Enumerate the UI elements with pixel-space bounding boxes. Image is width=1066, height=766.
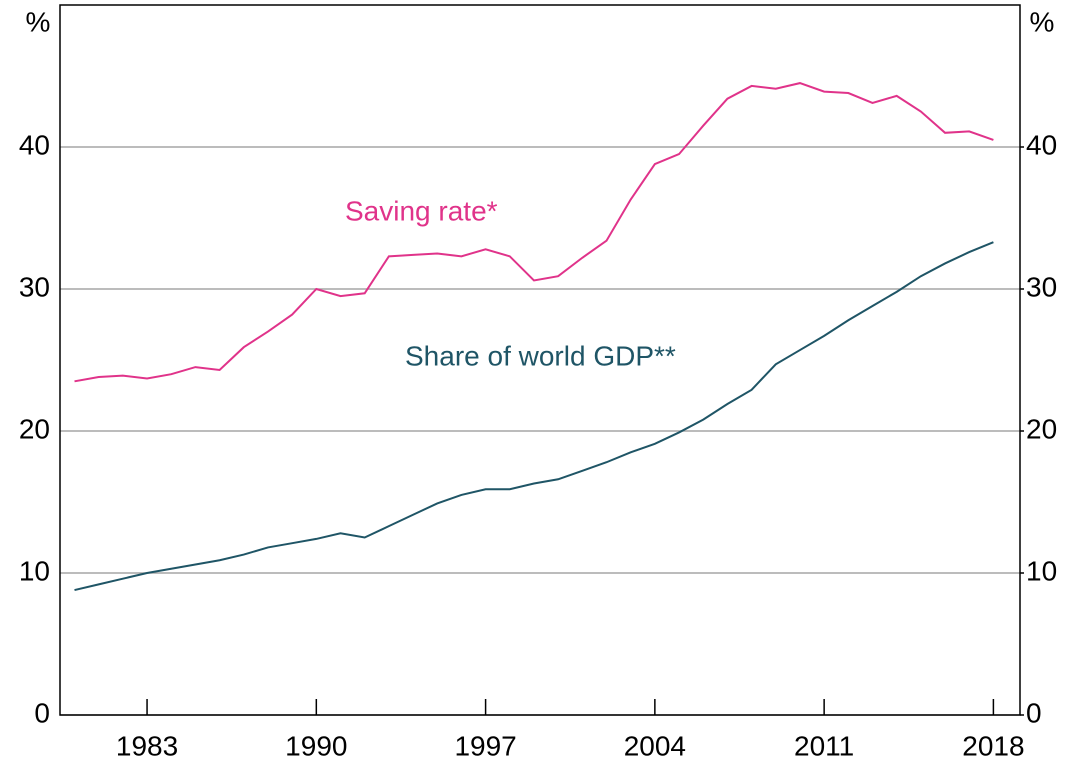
y-axis-label: % bbox=[26, 6, 51, 37]
x-tick-label: 1983 bbox=[116, 730, 178, 761]
x-tick-label: 2011 bbox=[794, 730, 854, 761]
plot-frame bbox=[59, 4, 1021, 716]
y2-tick-label: 40 bbox=[1026, 129, 1057, 160]
series-label: Share of world GDP** bbox=[405, 340, 676, 371]
x-tick-label: 2018 bbox=[962, 730, 1024, 761]
series-label: Saving rate* bbox=[345, 195, 498, 226]
y2-axis-label: % bbox=[1030, 6, 1055, 37]
y2-tick-label: 30 bbox=[1026, 271, 1057, 302]
series-line bbox=[74, 82, 994, 383]
y-tick-label: 40 bbox=[19, 129, 50, 160]
y2-tick-label: 20 bbox=[1026, 413, 1057, 444]
y2-tick-label: 0 bbox=[1026, 697, 1042, 728]
x-tick-label: 1997 bbox=[454, 730, 516, 761]
x-tick-label: 1990 bbox=[285, 730, 347, 761]
series-line bbox=[74, 241, 994, 592]
y-tick-label: 0 bbox=[34, 697, 50, 728]
y2-tick-label: 10 bbox=[1026, 555, 1057, 586]
y-tick-label: 30 bbox=[19, 271, 50, 302]
x-tick-label: 2004 bbox=[624, 730, 686, 761]
y-tick-label: 10 bbox=[19, 555, 50, 586]
y-tick-label: 20 bbox=[19, 413, 50, 444]
